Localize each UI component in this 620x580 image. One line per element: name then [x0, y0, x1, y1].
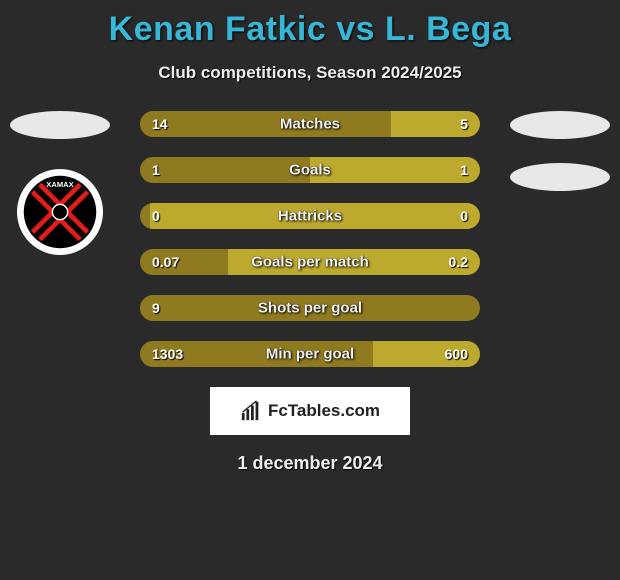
brand-text: FcTables.com — [268, 401, 380, 421]
stat-value-left: 0.07 — [152, 254, 179, 270]
stat-value-left: 1303 — [152, 346, 183, 362]
club-logo-xamax: XAMAX — [17, 169, 103, 255]
xamax-logo-icon: XAMAX — [19, 171, 101, 253]
stat-bar-right — [310, 157, 480, 183]
left-column: XAMAX — [0, 111, 120, 255]
stat-label: Min per goal — [266, 346, 354, 363]
stat-value-right: 0 — [460, 208, 468, 224]
stat-row: 0.07 0.2 Goals per match — [140, 249, 480, 275]
stat-bars: 14 5 Matches 1 1 Goals 0 0 Hattricks 0.07 0.2 Goals… — [140, 111, 480, 367]
right-column — [500, 111, 620, 191]
stat-label: Shots per goal — [258, 300, 362, 317]
content-area: XAMAX 145Matches11Goals00Hattricks0.070.… — [0, 111, 620, 367]
stat-value-left: 14 — [152, 116, 168, 132]
player-left-oval — [10, 111, 110, 139]
stat-label: Hattricks — [278, 208, 342, 225]
stat-value-right: 0.2 — [449, 254, 468, 270]
stat-bar-left — [140, 157, 310, 183]
fctables-logo-icon — [240, 400, 262, 422]
stat-label: Goals per match — [251, 254, 369, 271]
stat-value-right: 1 — [460, 162, 468, 178]
stat-row: 1303 600 Min per goal — [140, 341, 480, 367]
stat-value-right: 5 — [460, 116, 468, 132]
player-right-oval-1 — [510, 111, 610, 139]
stat-label: Goals — [289, 162, 331, 179]
stat-value-right: 600 — [445, 346, 468, 362]
stat-row: 9 Shots per goal — [140, 295, 480, 321]
brand-box: FcTables.com — [210, 387, 410, 435]
comparison-subtitle: Club competitions, Season 2024/2025 — [0, 63, 620, 83]
stat-row: 14 5 Matches — [140, 111, 480, 137]
player-right-oval-2 — [510, 163, 610, 191]
stat-value-left: 1 — [152, 162, 160, 178]
stat-value-left: 9 — [152, 300, 160, 316]
snapshot-date: 1 december 2024 — [0, 453, 620, 474]
stat-value-left: 0 — [152, 208, 160, 224]
stat-bar-left — [140, 111, 391, 137]
svg-text:XAMAX: XAMAX — [46, 180, 74, 189]
comparison-title: Kenan Fatkic vs L. Bega — [0, 0, 620, 49]
stat-bar-left — [140, 203, 150, 229]
stat-row: 0 0 Hattricks — [140, 203, 480, 229]
stat-label: Matches — [280, 116, 340, 133]
stat-row: 1 1 Goals — [140, 157, 480, 183]
